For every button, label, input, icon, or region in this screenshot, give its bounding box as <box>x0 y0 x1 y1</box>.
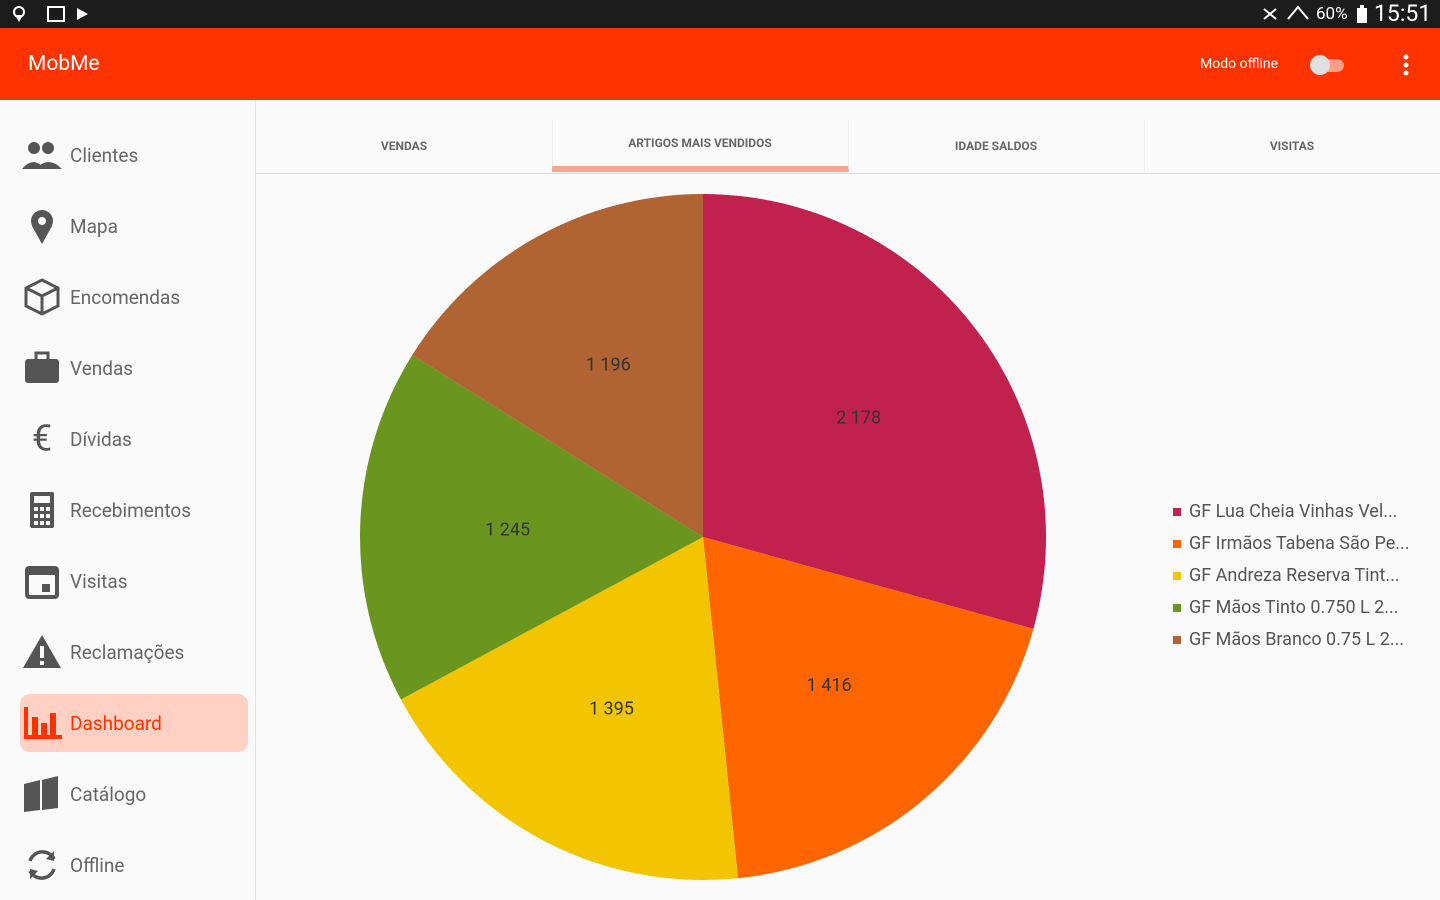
nav-label: Vendas <box>70 356 134 380</box>
nav-item[interactable]: Catálogo <box>20 765 248 823</box>
status-icons <box>13 6 88 22</box>
nav-item[interactable]: Dashboard <box>20 694 248 752</box>
nav-icon <box>28 850 56 880</box>
nav-label: Reclamações <box>70 640 185 664</box>
nav-icon <box>25 566 59 599</box>
legend-label: GF Andreza Reserva Tint... <box>1189 565 1400 586</box>
pie-slice <box>360 354 703 700</box>
nav-icon <box>22 142 62 169</box>
nav-label: Offline <box>70 853 125 877</box>
nav-item[interactable]: € Dívidas <box>20 410 248 468</box>
battery-icon <box>1357 5 1367 23</box>
pie-slice <box>703 194 1046 629</box>
legend-label: GF Irmãos Tabena São Pe... <box>1189 533 1410 554</box>
nav-icon <box>23 635 61 668</box>
nav-item[interactable]: Encomendas <box>20 268 248 326</box>
nav-label: Dívidas <box>70 427 132 451</box>
slice-label: 1 245 <box>485 519 530 540</box>
side-nav: Clientes Mapa Encomendas Vendas € Dívidas Rece… <box>0 100 256 900</box>
nav-item[interactable]: Offline <box>20 836 248 894</box>
pie-chart: 2 178 1 416 1 395 1 245 1 196 GF Lua Cheia Vi… <box>360 194 1410 880</box>
app-title: MobMe <box>28 52 100 76</box>
offline-label: Modo offline <box>1200 56 1279 72</box>
tab-bar: VENDAS ARTIGOS MAIS VENDIDOS IDADE SALDOS V… <box>256 100 1440 174</box>
nav-icon <box>31 210 53 244</box>
legend-swatch <box>1173 508 1181 516</box>
legend-label: GF Mãos Branco 0.75 L 2... <box>1189 629 1404 650</box>
nav-label: Recebimentos <box>70 498 191 522</box>
nav-item[interactable]: Mapa <box>20 197 248 255</box>
tab[interactable]: VISITAS <box>1144 120 1440 172</box>
offline-toggle[interactable] <box>1306 52 1346 78</box>
clock: 15:51 <box>1374 0 1432 27</box>
tab[interactable]: IDADE SALDOS <box>848 120 1145 172</box>
legend-swatch <box>1173 540 1181 548</box>
status-bar: 60% 15:51 <box>0 0 1440 28</box>
legend-label: GF Mãos Tinto 0.750 L 2... <box>1189 597 1399 618</box>
nav-icon <box>24 707 62 739</box>
battery-level: 60% <box>1316 4 1348 24</box>
nav-icon <box>24 776 58 812</box>
nav-label: Encomendas <box>70 285 181 309</box>
pie-slice <box>703 537 1034 879</box>
nav-icon <box>24 278 60 316</box>
nav-label: Dashboard <box>70 711 162 735</box>
nav-label: Catálogo <box>70 782 147 806</box>
nav-item[interactable]: Vendas <box>20 339 248 397</box>
nav-item[interactable]: Clientes <box>20 126 248 184</box>
nav-item[interactable]: Visitas <box>20 552 248 610</box>
tab[interactable]: VENDAS <box>256 120 553 172</box>
nav-icon <box>30 492 54 528</box>
legend-swatch <box>1173 636 1181 644</box>
legend-label: GF Lua Cheia Vinhas Vel... <box>1189 501 1397 522</box>
svg-text:€: € <box>32 418 52 460</box>
legend-swatch <box>1173 604 1181 612</box>
slice-label: 1 395 <box>589 698 634 719</box>
slice-label: 1 196 <box>586 355 631 376</box>
tab[interactable]: ARTIGOS MAIS VENDIDOS <box>552 120 849 172</box>
nav-item[interactable]: Recebimentos <box>20 481 248 539</box>
nav-label: Clientes <box>70 143 139 167</box>
pie-slice <box>400 537 739 880</box>
overflow-menu[interactable] <box>1398 52 1414 78</box>
slice-label: 1 416 <box>807 675 852 696</box>
nav-label: Visitas <box>70 569 128 593</box>
nav-icon: € <box>32 418 52 460</box>
nav-label: Mapa <box>70 214 118 238</box>
signal-icons <box>1263 5 1309 20</box>
app-bar: MobMe Modo offline <box>0 28 1440 100</box>
nav-item[interactable]: Reclamações <box>20 623 248 681</box>
nav-icon <box>25 351 59 383</box>
legend-swatch <box>1173 572 1181 580</box>
pie-slice <box>412 194 703 537</box>
slice-label: 2 178 <box>836 407 881 428</box>
